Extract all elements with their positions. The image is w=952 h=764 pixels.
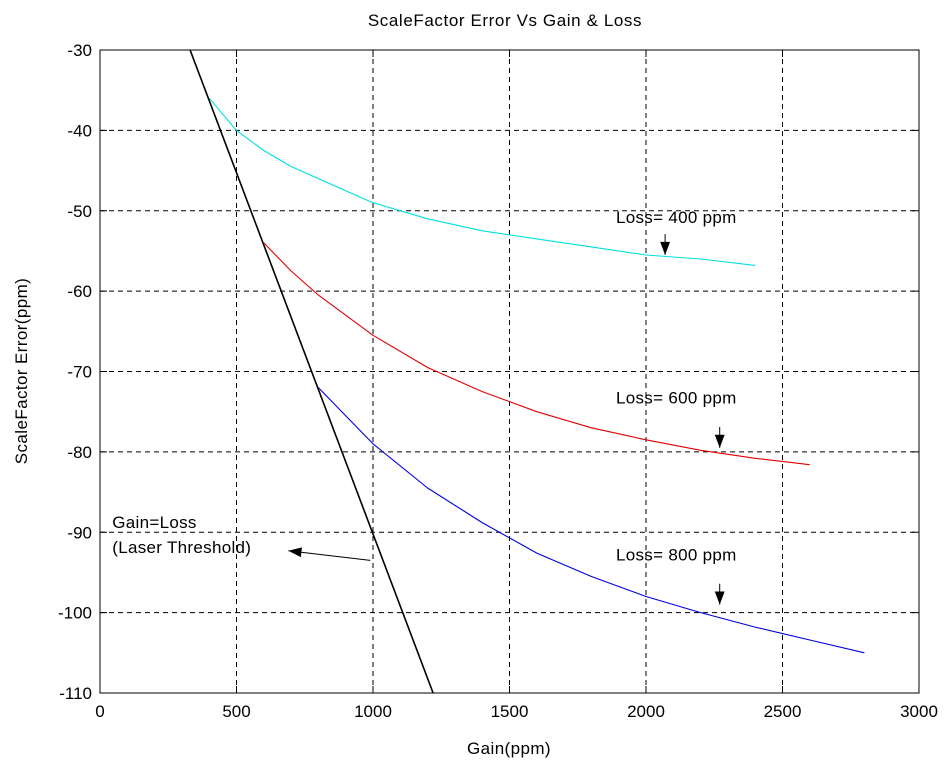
loss-800-line — [318, 387, 865, 654]
arrow-head — [660, 241, 671, 255]
loss-400-label: Loss= 400 ppm — [616, 208, 737, 227]
threshold-line — [189, 49, 434, 694]
y-tick-label: -40 — [67, 121, 92, 140]
arrow-head — [714, 434, 725, 448]
x-tick-label: 500 — [222, 702, 250, 721]
loss-400-line — [208, 97, 756, 266]
y-tick-label: -70 — [67, 363, 92, 382]
gain-loss-label: Gain=Loss — [112, 513, 196, 532]
x-tick-label: 1000 — [354, 702, 392, 721]
x-axis-label: Gain(ppm) — [467, 739, 551, 758]
y-tick-label: -110 — [59, 684, 92, 703]
x-tick-label: 1500 — [491, 702, 529, 721]
chart-title: ScaleFactor Error Vs Gain & Loss — [368, 11, 642, 30]
y-tick-label: -80 — [67, 443, 92, 462]
laser-threshold-label: (Laser Threshold) — [112, 538, 251, 557]
arrow-shaft — [288, 550, 371, 561]
y-tick-label: -30 — [67, 41, 92, 60]
y-tick-label: -50 — [67, 202, 92, 221]
arrow-head — [288, 547, 302, 558]
x-tick-label: 0 — [95, 702, 104, 721]
loss-800-label: Loss= 800 ppm — [616, 545, 737, 564]
loss-600-label: Loss= 600 ppm — [616, 389, 737, 408]
grid — [100, 50, 919, 693]
y-tick-label: -90 — [67, 523, 92, 542]
y-tick-label: -100 — [58, 604, 92, 623]
y-tick-label: -60 — [67, 282, 92, 301]
series-layer — [189, 49, 865, 694]
y-axis-label: ScaleFactor Error(ppm) — [12, 278, 31, 464]
loss-600-line — [263, 242, 810, 466]
x-tick-label: 3000 — [900, 702, 938, 721]
x-tick-label: 2000 — [627, 702, 665, 721]
annotation-layer: Loss= 400 ppm Loss= 600 ppm Loss= 800 ppm G… — [112, 208, 736, 605]
tick-layer: 0 500 1000 1500 2000 2500 3000 -30 -40 -50 -60 -70 -… — [58, 41, 938, 721]
arrow-head — [714, 591, 725, 605]
x-tick-label: 2500 — [764, 702, 802, 721]
